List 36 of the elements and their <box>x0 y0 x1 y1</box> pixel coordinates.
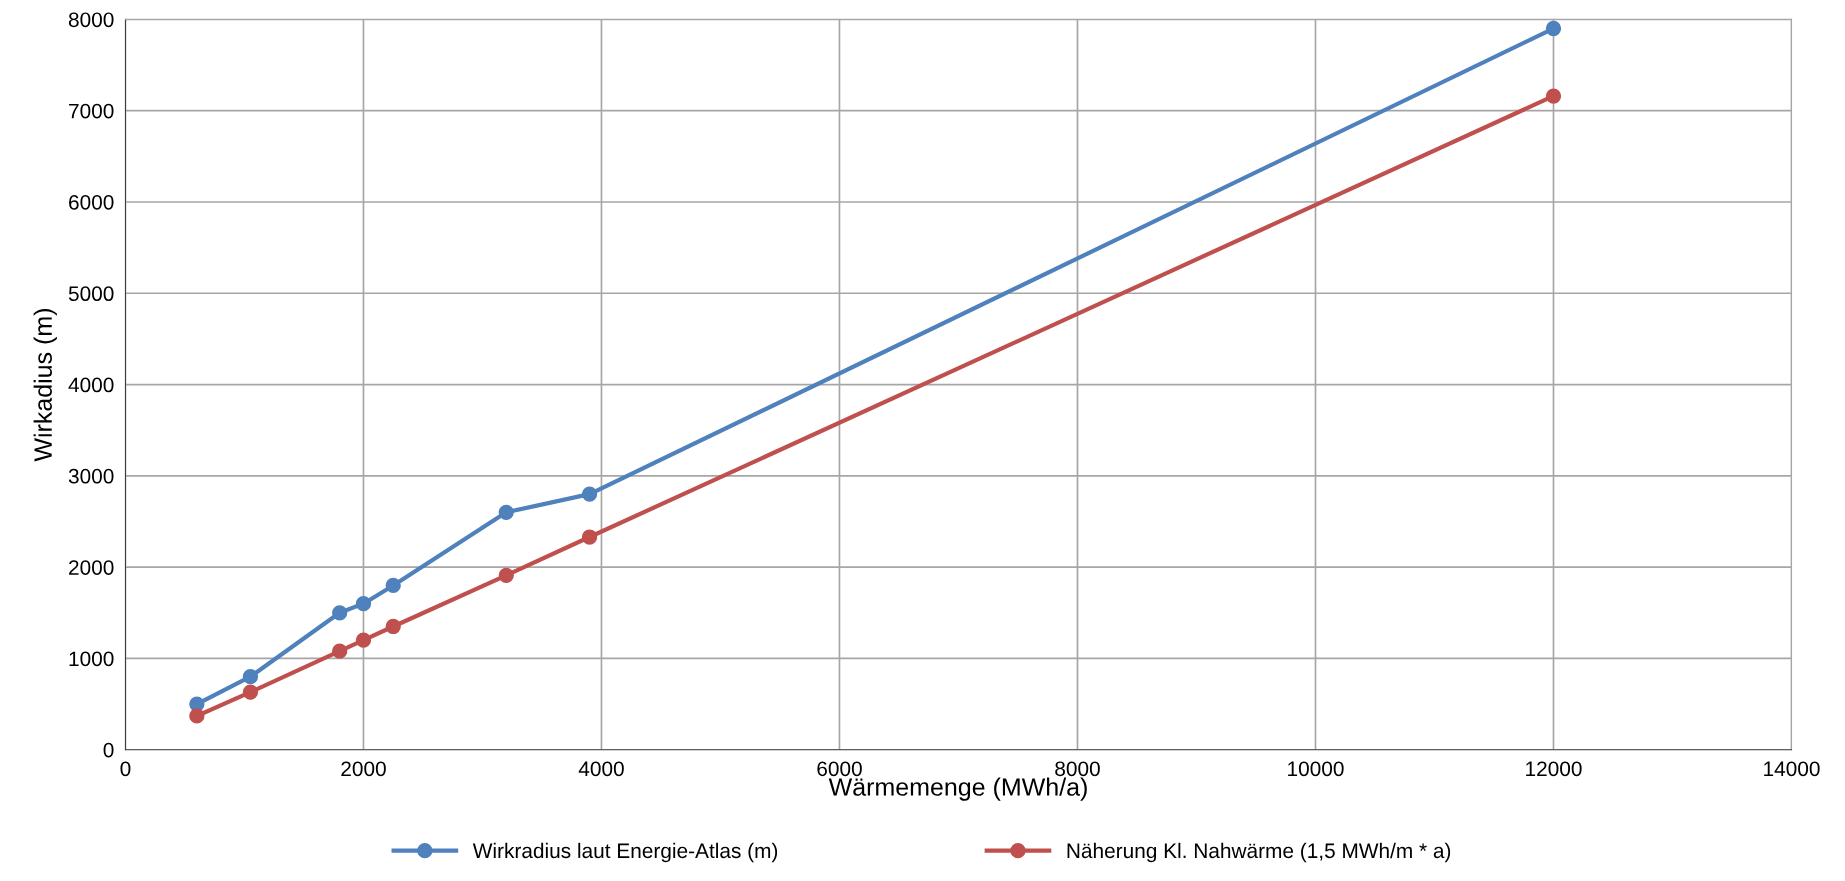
legend-label: Wirkradius laut Energie-Atlas (m) <box>472 842 778 863</box>
y-tick-label: 7000 <box>69 103 114 119</box>
y-tick-label: 1000 <box>69 651 114 667</box>
x-tick-label: 12000 <box>1526 761 1582 777</box>
y-tick-label: 3000 <box>68 468 114 484</box>
point <box>581 529 598 545</box>
x-tick-label: 4000 <box>578 761 624 777</box>
point <box>189 708 205 724</box>
point <box>332 643 348 659</box>
point <box>498 567 514 583</box>
point <box>385 618 401 635</box>
point <box>355 596 372 612</box>
point <box>332 605 348 621</box>
x-tick-label: 10000 <box>1288 761 1344 777</box>
point <box>355 632 372 648</box>
point <box>581 486 598 502</box>
y-tick-label: 2000 <box>69 560 114 575</box>
point <box>498 504 514 521</box>
x-tick-label: 6000 <box>817 761 862 777</box>
x-axis-title: Wärmemenge (MWh/a) <box>828 777 1087 801</box>
legend-label: Näherung Kl. Nahwärme (1,5 MWh/m * a) <box>1067 842 1451 863</box>
y-axis-title: Wirkadius (m) <box>33 309 57 462</box>
point <box>242 669 259 685</box>
y-tick-label: 6000 <box>69 194 114 210</box>
y-tick-label: 5000 <box>68 286 114 302</box>
y-tick-label: 8000 <box>68 12 114 28</box>
point <box>242 684 259 700</box>
point <box>1545 88 1562 104</box>
y-tick-label: 0 <box>103 742 114 758</box>
x-tick-label: 0 <box>120 761 131 777</box>
point <box>385 577 401 594</box>
y-tick-label: 4000 <box>68 377 114 393</box>
point <box>1545 20 1562 37</box>
x-tick-label: 8000 <box>1055 761 1100 777</box>
x-tick-label: 14000 <box>1764 761 1820 777</box>
x-tick-label: 2000 <box>341 761 386 777</box>
